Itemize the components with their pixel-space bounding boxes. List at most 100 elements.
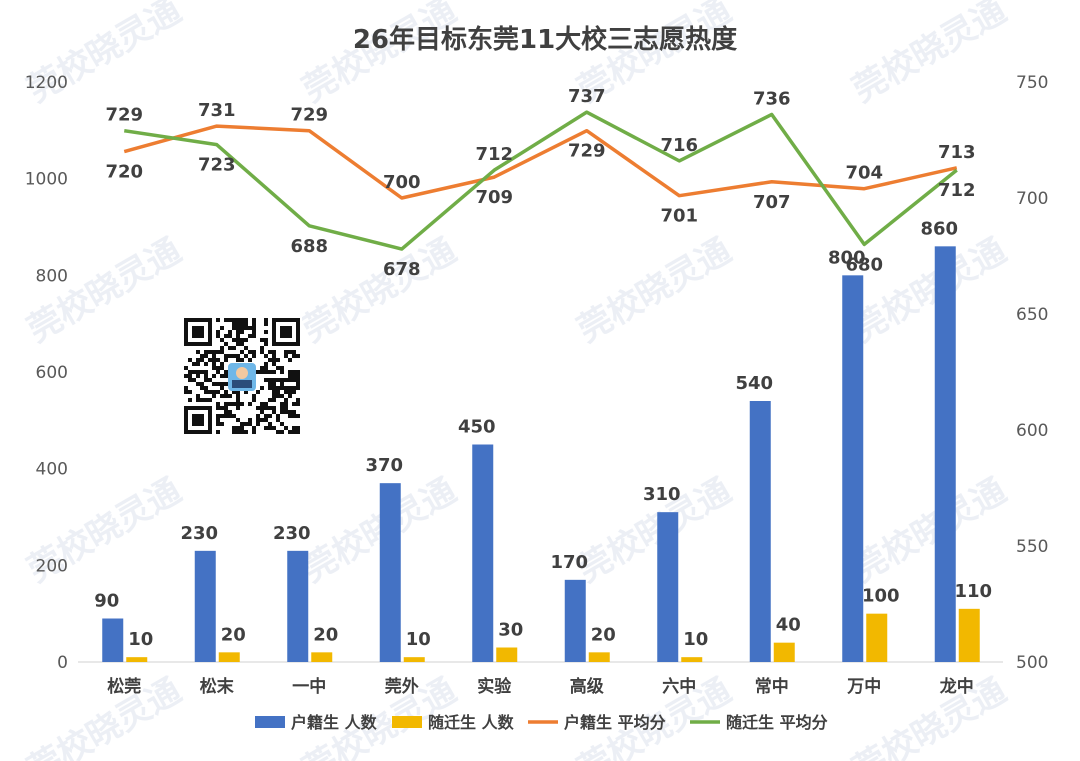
qr-module bbox=[244, 326, 248, 330]
qr-module bbox=[216, 350, 220, 354]
qr-module bbox=[240, 358, 244, 362]
chart-title: 26年目标东莞11大校三志愿热度 bbox=[353, 24, 737, 55]
qr-module bbox=[236, 358, 240, 362]
qr-module bbox=[252, 430, 256, 434]
bar-huji-count bbox=[472, 444, 494, 662]
qr-module bbox=[264, 370, 268, 374]
qr-module bbox=[280, 366, 284, 370]
qr-module bbox=[208, 350, 212, 354]
qr-module bbox=[248, 334, 252, 338]
qr-module bbox=[288, 394, 292, 398]
bar-suiqian-count bbox=[403, 657, 425, 662]
right-axis-tick: 650 bbox=[1016, 305, 1048, 325]
bar-data-label: 310 bbox=[643, 484, 681, 505]
qr-code-image bbox=[182, 317, 302, 435]
qr-module bbox=[220, 414, 224, 418]
bar-data-label: 20 bbox=[313, 624, 338, 645]
qr-module bbox=[240, 330, 244, 334]
qr-module bbox=[296, 426, 300, 430]
qr-module bbox=[272, 370, 276, 374]
qr-module bbox=[280, 430, 284, 434]
qr-module bbox=[284, 402, 288, 406]
qr-module bbox=[244, 430, 248, 434]
line-suiqian-data-label: 680 bbox=[845, 254, 883, 275]
qr-module bbox=[264, 402, 268, 406]
line-suiqian-avg-score bbox=[123, 110, 958, 251]
qr-module bbox=[236, 330, 240, 334]
bar-suiqian-count bbox=[218, 652, 240, 662]
qr-module bbox=[264, 378, 268, 382]
qr-module bbox=[236, 354, 240, 358]
qr-module bbox=[284, 386, 288, 390]
qr-module bbox=[276, 378, 280, 382]
qr-module bbox=[288, 430, 292, 434]
qr-module bbox=[248, 350, 252, 354]
qr-module bbox=[260, 410, 264, 414]
qr-module bbox=[272, 350, 276, 354]
qr-module bbox=[264, 342, 268, 346]
qr-module bbox=[268, 378, 272, 382]
line-huji-data-label: 701 bbox=[660, 206, 698, 227]
qr-module bbox=[252, 398, 256, 402]
line-suiqian-data-label: 737 bbox=[568, 86, 606, 107]
qr-module bbox=[268, 414, 272, 418]
line-huji-data-label: 720 bbox=[105, 162, 143, 183]
left-axis-tick: 1000 bbox=[25, 170, 68, 190]
qr-module bbox=[224, 406, 228, 410]
qr-module bbox=[280, 386, 284, 390]
qr-module bbox=[252, 318, 256, 322]
line-suiqian-data-label: 678 bbox=[383, 259, 421, 280]
qr-module bbox=[196, 374, 200, 378]
bar-data-label: 370 bbox=[365, 455, 403, 476]
bar-suiqian-count bbox=[311, 652, 333, 662]
qr-module bbox=[232, 326, 236, 330]
qr-module bbox=[212, 390, 216, 394]
qr-module bbox=[204, 386, 208, 390]
qr-module bbox=[216, 390, 220, 394]
qr-module bbox=[228, 330, 232, 334]
qr-module bbox=[252, 330, 256, 334]
qr-module bbox=[232, 322, 236, 326]
qr-module bbox=[288, 390, 292, 394]
qr-module bbox=[292, 350, 296, 354]
qr-module bbox=[248, 326, 252, 330]
qr-module bbox=[280, 410, 284, 414]
qr-module bbox=[228, 346, 232, 350]
qr-module bbox=[292, 426, 296, 430]
qr-module bbox=[196, 358, 200, 362]
bar-data-label: 40 bbox=[776, 615, 801, 636]
left-axis-tick: 400 bbox=[36, 460, 68, 480]
qr-module bbox=[224, 358, 228, 362]
category-label: 高级 bbox=[570, 676, 604, 697]
qr-module bbox=[236, 426, 240, 430]
qr-module bbox=[296, 378, 300, 382]
qr-module bbox=[224, 354, 228, 358]
qr-module bbox=[292, 430, 296, 434]
qr-module bbox=[240, 318, 244, 322]
qr-finder bbox=[192, 326, 204, 338]
bar-data-label: 450 bbox=[458, 417, 496, 438]
qr-module bbox=[224, 382, 228, 386]
qr-module bbox=[292, 354, 296, 358]
right-axis-tick: 600 bbox=[1016, 421, 1048, 441]
qr-module bbox=[260, 350, 264, 354]
qr-module bbox=[224, 318, 228, 322]
qr-module bbox=[256, 422, 260, 426]
qr-module bbox=[296, 414, 300, 418]
line-suiqian-data-label: 736 bbox=[753, 88, 791, 109]
qr-module bbox=[260, 402, 264, 406]
qr-module bbox=[228, 354, 232, 358]
line-huji-data-label: 704 bbox=[845, 163, 883, 184]
qr-module bbox=[200, 386, 204, 390]
left-axis: 0 200 400 600 800 1000 1200 bbox=[25, 73, 68, 673]
qr-module bbox=[216, 422, 220, 426]
qr-module bbox=[248, 422, 252, 426]
qr-module bbox=[232, 430, 236, 434]
qr-module bbox=[284, 398, 288, 402]
bar-huji-count bbox=[842, 275, 864, 662]
qr-module bbox=[240, 426, 244, 430]
qr-module bbox=[280, 370, 284, 374]
qr-module bbox=[292, 402, 296, 406]
qr-module bbox=[280, 382, 284, 386]
line-huji-data-label: 700 bbox=[383, 172, 421, 193]
